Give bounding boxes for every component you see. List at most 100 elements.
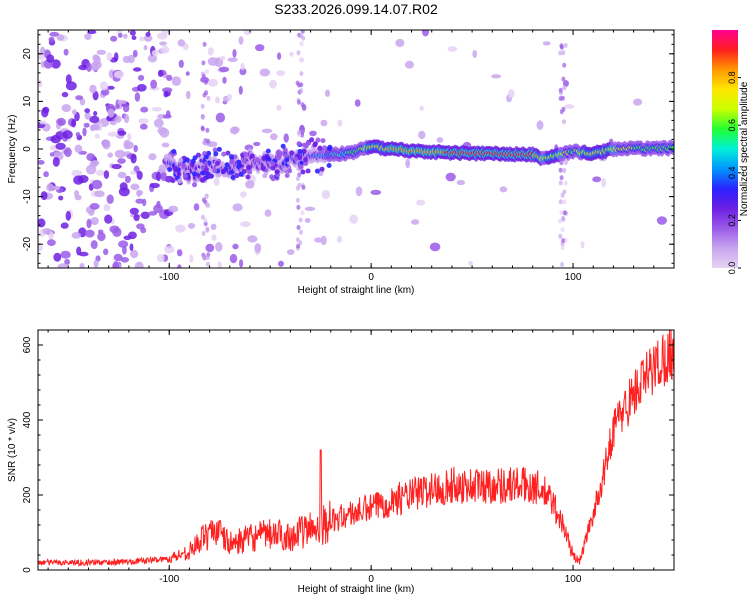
heatmap-cell [82,127,87,137]
heatmap-cell [562,168,567,173]
heatmap-cell [160,172,167,182]
heatmap-cell [61,91,69,98]
heatmap-cell [312,142,318,148]
heatmap-cell [112,261,120,268]
heatmap-cell [64,258,70,265]
heatmap-cell [92,90,99,101]
heatmap-cell [303,161,309,166]
heatmap-cell [91,179,103,190]
heatmap-cell [561,76,566,82]
heatmap-cell [320,235,327,246]
heatmap-cell [227,57,238,63]
heatmap-cell [50,135,61,144]
colorbar-tick-label: 0.2 [727,214,737,227]
heatmap-cell [240,62,245,71]
heatmap-cell [108,69,115,79]
heatmap-cell [238,171,244,177]
heatmap-cell [296,204,301,210]
y-tick-label: 0 [22,567,33,573]
heatmap-cell [317,145,323,151]
heatmap-cell [324,89,331,98]
heatmap-cell [254,243,262,253]
heatmap-cell [97,232,106,242]
heatmap-cell [43,171,49,178]
colorbar-tick-label: 0.8 [727,71,737,84]
heatmap-cell [107,108,115,118]
heatmap-cell [38,160,45,165]
heatmap-cell [148,153,157,161]
heatmap-cell [563,160,568,165]
heatmap-cell [107,152,113,158]
heatmap-cell [118,32,123,38]
heatmap-cell [55,142,66,150]
heatmap-cell [558,87,563,93]
colorbar-ticks: 0.0 0.2 0.4 0.6 0.8 [727,71,741,274]
heatmap-cell [212,168,218,174]
heatmap-cell [204,194,209,200]
heatmap-cell [299,160,304,165]
heatmap-cell [269,174,275,180]
y-tick-label: 10 [22,95,33,107]
heatmap-cell [558,167,563,173]
heatmap-cell [562,210,567,216]
heatmap-cell [200,103,205,109]
colorbar-tick-label: 0.4 [727,167,737,180]
heatmap-cell [592,176,602,183]
heatmap-cell [139,36,145,42]
heatmap-cell [300,102,305,108]
heatmap-cell [207,57,219,66]
heatmap-cell [270,165,276,171]
heatmap-cell [206,261,210,267]
heatmap-cell [266,156,272,162]
heatmap-cell [305,168,311,174]
heatmap-cell [284,157,290,163]
heatmap-cell [405,158,411,169]
heatmap-cell [283,133,289,143]
heatmap-cell [160,45,170,54]
heatmap-cell [127,54,135,64]
heatmap-cell [178,59,184,68]
heatmap-cell [558,180,563,186]
heatmap-cell [260,165,266,171]
heatmap-cell [306,140,312,146]
heatmap-cell [42,106,50,114]
heatmap-cell [239,259,244,268]
heatmap-cell [164,245,175,254]
heatmap-cell [49,152,55,157]
heatmap-cell [558,96,563,101]
heatmap-cell [297,82,302,88]
heatmap-cell [217,261,222,268]
x-tick-label: 100 [565,272,582,283]
heatmap-cell [236,159,242,165]
heatmap-cell [563,80,569,87]
heatmap-cell [259,68,271,77]
heatmap-cell [216,146,222,152]
heatmap-cell [280,143,286,149]
heatmap-cell [274,169,280,175]
heatmap-cell [74,190,80,198]
heatmap-cell [243,30,252,36]
heatmap-cell [564,104,575,109]
heatmap-cell [129,207,139,215]
heatmap-cell [78,175,89,183]
heatmap-cell [162,87,173,93]
heatmap-cell [212,147,218,153]
heatmap-cell [122,103,130,113]
heatmap-cell [249,153,255,159]
heatmap-cell [130,170,137,175]
heatmap-cell [71,119,77,128]
heatmap-cell [131,35,137,40]
heatmap-cell [46,54,55,63]
heatmap-cell [177,178,183,184]
heatmap-cell [559,109,564,115]
heatmap-cell [286,249,295,256]
spectrogram-y-label: Frequency (Hz) [7,115,18,184]
heatmap-cell [159,41,167,46]
heatmap-cell [601,177,606,188]
heatmap-cell [205,255,210,261]
heatmap-cell [123,235,132,241]
heatmap-cell [299,88,304,94]
heatmap-cell [176,172,181,176]
heatmap-cell [560,245,565,251]
heatmap-cell [201,114,206,120]
